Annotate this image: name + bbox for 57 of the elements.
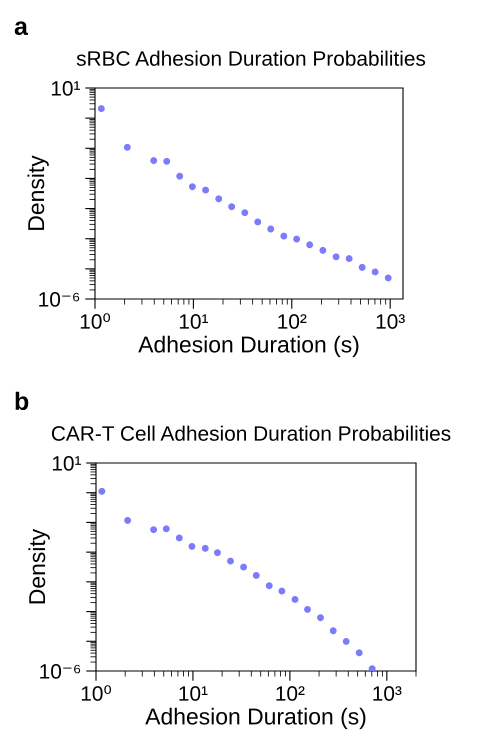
x-tick-label: 10⁰ — [80, 313, 110, 329]
point — [150, 526, 158, 534]
point — [330, 627, 337, 634]
text: a — [14, 21, 28, 36]
y-tick-label: 10¹ — [52, 456, 81, 471]
x-axis-title: Adhesion Duration (s) — [138, 336, 358, 358]
chart-title: CAR-T Cell Adhesion Duration Probabilities — [52, 426, 450, 441]
x-tick-label: 10³ — [373, 686, 402, 701]
point — [293, 236, 300, 243]
point — [176, 534, 183, 542]
point — [368, 665, 376, 671]
x-tick-label: 10¹ — [179, 686, 208, 701]
text: b — [16, 392, 28, 410]
x-axis-title: Adhesion Duration (s) — [145, 708, 366, 730]
point — [150, 157, 158, 164]
point — [214, 549, 221, 556]
point — [346, 255, 353, 262]
y-tick-label: 10⁻⁶ — [39, 292, 80, 307]
point — [306, 241, 314, 248]
point — [317, 614, 324, 622]
x-tick-label: 10² — [278, 314, 306, 329]
y-tick-label: 10⁻⁶ — [40, 664, 80, 679]
x-tick-label: 10³ — [376, 314, 405, 329]
point — [240, 564, 248, 571]
y-axis-title: Density — [28, 528, 50, 604]
point — [228, 203, 236, 210]
x-tick-label: 10¹ — [180, 314, 208, 329]
y-axis-title: Density — [27, 155, 49, 230]
point — [372, 268, 379, 276]
y-tick-label: 10¹ — [52, 81, 80, 96]
point — [358, 264, 366, 271]
point — [188, 183, 196, 190]
point — [252, 572, 260, 579]
point — [267, 226, 274, 232]
point — [227, 558, 234, 565]
point — [332, 253, 340, 260]
point — [319, 246, 326, 254]
point — [356, 649, 363, 656]
point — [188, 542, 196, 550]
point — [384, 274, 392, 282]
point — [292, 596, 298, 603]
point — [280, 232, 288, 240]
point — [342, 638, 350, 645]
point — [202, 544, 209, 552]
point — [266, 582, 273, 590]
point — [162, 525, 170, 532]
point — [202, 186, 210, 194]
point — [304, 606, 311, 613]
point — [278, 588, 286, 595]
point — [241, 209, 248, 216]
chart-title: sRBC Adhesion Duration Probabilities — [76, 50, 426, 66]
point — [163, 158, 170, 165]
point — [215, 195, 222, 202]
point — [176, 172, 184, 180]
x-tick-label: 10⁰ — [82, 685, 112, 701]
x-tick-label: 10² — [276, 686, 305, 701]
point — [254, 218, 262, 226]
